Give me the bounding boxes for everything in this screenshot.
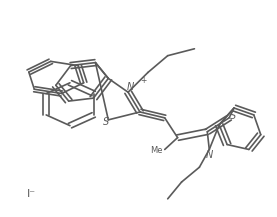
Text: Me: Me [150, 146, 163, 155]
Text: S: S [230, 111, 236, 121]
Text: N: N [206, 150, 213, 160]
Text: S: S [102, 117, 109, 127]
Text: N: N [127, 82, 134, 92]
Text: +: + [140, 76, 146, 85]
Text: I⁻: I⁻ [27, 189, 36, 199]
